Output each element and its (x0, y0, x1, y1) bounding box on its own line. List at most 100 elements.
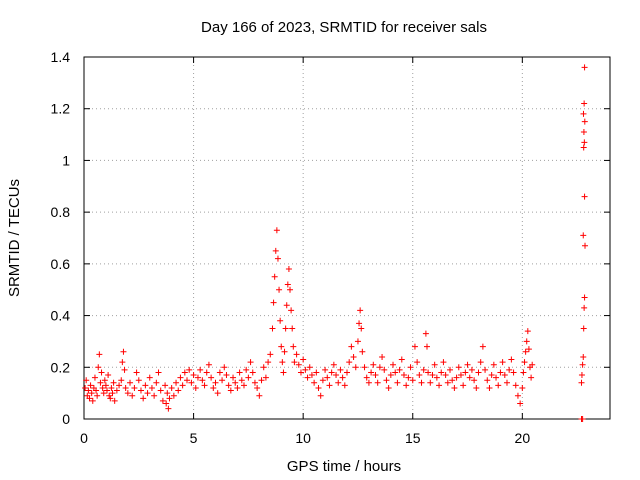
data-point (493, 374, 500, 381)
y-tick-label: 1.4 (51, 49, 71, 65)
data-point (405, 374, 412, 381)
x-tick-label: 10 (295, 430, 311, 446)
data-point (350, 353, 357, 360)
data-point (118, 377, 125, 384)
data-point (508, 356, 515, 363)
data-point (302, 366, 309, 373)
data-point (300, 356, 307, 363)
data-point (281, 348, 288, 355)
y-tick-label: 0.4 (51, 308, 71, 324)
data-point (420, 366, 427, 373)
data-point (326, 382, 333, 389)
data-point (133, 369, 140, 376)
data-point (285, 266, 292, 273)
data-point (179, 382, 186, 389)
data-point (201, 382, 208, 389)
data-point (529, 361, 536, 368)
data-point (457, 372, 464, 379)
data-point (453, 374, 460, 381)
x-axis-label: GPS time / hours (287, 458, 401, 475)
data-point (333, 372, 340, 379)
data-point (260, 364, 267, 371)
data-point (464, 361, 471, 368)
data-point (328, 369, 335, 376)
data-point (270, 299, 277, 306)
data-point (581, 294, 588, 301)
data-point (192, 384, 199, 391)
data-point (267, 351, 274, 358)
data-point (101, 377, 108, 384)
data-point (425, 369, 432, 376)
data-point (262, 374, 269, 381)
data-point (475, 369, 482, 376)
data-point (497, 369, 504, 376)
data-point (119, 359, 126, 366)
data-point (165, 405, 172, 412)
data-point (269, 325, 276, 332)
data-point (247, 359, 254, 366)
data-point (140, 395, 147, 402)
data-point (524, 328, 531, 335)
data-point (311, 379, 318, 386)
data-point (177, 374, 184, 381)
data-point (490, 361, 497, 368)
data-point (284, 281, 291, 288)
data-point (166, 395, 173, 402)
plot-frame (83, 56, 611, 420)
data-point (273, 227, 280, 234)
data-point (102, 382, 109, 389)
data-point (153, 379, 160, 386)
data-point (97, 379, 104, 386)
data-point (414, 359, 421, 366)
data-point (346, 359, 353, 366)
data-point (95, 364, 102, 371)
data-point (291, 359, 298, 366)
data-point (512, 382, 519, 389)
data-point (501, 372, 508, 379)
data-point (232, 379, 239, 386)
data-point (578, 379, 585, 386)
data-point (219, 377, 226, 384)
data-point (370, 361, 377, 368)
data-point (580, 325, 587, 332)
data-point (110, 379, 117, 386)
data-point (580, 144, 587, 151)
data-point (429, 372, 436, 379)
data-point (127, 379, 134, 386)
data-point (287, 286, 294, 293)
data-point (96, 351, 103, 358)
data-point (276, 286, 283, 293)
data-point (144, 390, 151, 397)
data-point (392, 369, 399, 376)
data-point (108, 384, 115, 391)
data-point (486, 384, 493, 391)
data-point (111, 397, 118, 404)
data-point (506, 366, 513, 373)
data-point (398, 356, 405, 363)
data-point (116, 382, 123, 389)
data-point (580, 232, 587, 239)
data-point (385, 384, 392, 391)
data-point (407, 364, 414, 371)
data-point (431, 361, 438, 368)
data-point (581, 304, 588, 311)
data-point (184, 377, 191, 384)
data-point (89, 397, 96, 404)
data-point (282, 325, 289, 332)
data-point (479, 343, 486, 350)
data-point (205, 361, 212, 368)
data-point (107, 395, 114, 402)
data-point (280, 369, 287, 376)
data-point (374, 379, 381, 386)
data-point (581, 139, 588, 146)
data-point (203, 369, 210, 376)
data-point (82, 384, 89, 391)
data-point (396, 366, 403, 373)
data-point (83, 377, 90, 384)
data-point (368, 369, 375, 376)
data-point (579, 361, 586, 368)
data-point (337, 366, 344, 373)
data-point (306, 364, 313, 371)
data-point (580, 353, 587, 360)
